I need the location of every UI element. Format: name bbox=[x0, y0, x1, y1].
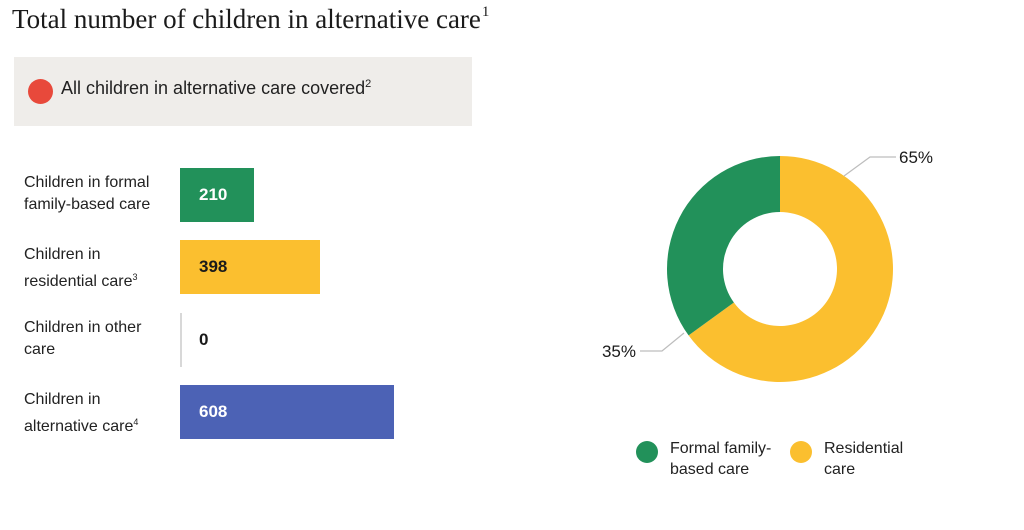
coverage-footnote: 2 bbox=[365, 78, 372, 90]
donut-slice bbox=[688, 156, 893, 383]
legend-label-line: Residential bbox=[824, 440, 904, 457]
legend-label-line: Formal family- bbox=[670, 440, 772, 457]
bar bbox=[180, 240, 321, 294]
legend-swatch bbox=[636, 441, 658, 463]
bar-row-label: Children in other care bbox=[24, 317, 174, 361]
bar-value-label: 608 bbox=[199, 402, 228, 421]
legend-label-line: based care bbox=[670, 461, 750, 478]
bar bbox=[180, 168, 254, 222]
bar-row-label-line: family-based care bbox=[24, 196, 151, 213]
footnote-marker: 3 bbox=[132, 272, 138, 282]
coverage-label: All children in alternative care covered bbox=[61, 78, 366, 98]
bar bbox=[180, 385, 394, 439]
slice-value-label: 35% bbox=[602, 342, 636, 361]
coverage-indicator: All children in alternative care covered… bbox=[14, 57, 472, 126]
donut-slice bbox=[667, 156, 780, 336]
donut-chart: 65% 35% bbox=[602, 148, 933, 383]
bar-row-label-line: Children in bbox=[24, 391, 101, 408]
coverage-status-dot bbox=[28, 79, 53, 104]
bar bbox=[180, 313, 182, 367]
bar-row-label: Children in alternative care4 bbox=[24, 389, 174, 438]
bar-row-label: Children in formal family-based care bbox=[24, 172, 174, 216]
bar-row-label-line: Children in formal bbox=[24, 174, 150, 191]
leader-line bbox=[843, 156, 896, 177]
bar-row-label-line: care bbox=[24, 341, 56, 358]
bar-value-label: 210 bbox=[199, 185, 228, 204]
bar-row-label-line: alternative care4 bbox=[24, 417, 139, 435]
legend-swatch bbox=[790, 441, 812, 463]
bar-value-label: 398 bbox=[199, 257, 228, 276]
bar-row-label-line: residential care3 bbox=[24, 272, 138, 290]
slice-value-label: 65% bbox=[899, 148, 933, 167]
bar-row-label: Children in residential care3 bbox=[24, 244, 174, 293]
footnote-marker: 4 bbox=[133, 417, 139, 427]
page-title: Total number of children in alternative … bbox=[12, 4, 490, 34]
bar-row-label-line: Children in bbox=[24, 246, 101, 263]
bar-value-label: 0 bbox=[199, 330, 209, 349]
bar-row-label-line: Children in other bbox=[24, 319, 142, 336]
legend-label: Residential care bbox=[824, 438, 903, 480]
legend-label-line: care bbox=[824, 461, 856, 478]
leader-line bbox=[640, 332, 685, 352]
legend-label: Formal family-based care bbox=[670, 438, 771, 480]
